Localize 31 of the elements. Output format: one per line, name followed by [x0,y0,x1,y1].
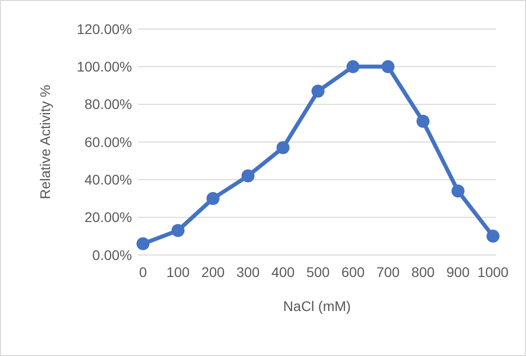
x-tick-label: 500 [306,264,330,280]
x-tick-label: 700 [376,264,400,280]
point [172,224,184,238]
x-tick-label: 900 [446,264,470,280]
point [486,230,500,243]
y-tick-label: 20.00% [84,209,132,226]
x-axis-title: NaCl (mM) [283,298,351,314]
point [346,60,360,74]
y-tick-label: 40.00% [84,172,132,188]
y-tick-label: 80.00% [84,96,132,112]
point [136,237,150,250]
point [382,60,394,74]
x-tick-label: 0 [139,264,148,280]
point [276,141,290,154]
y-tick-label: 0.00% [92,246,132,263]
x-tick-label: 800 [411,264,435,280]
point [312,84,324,98]
point [452,184,464,198]
x-tick-label: 300 [236,264,260,280]
x-tick-label: 100 [166,264,190,280]
y-tick-label: 120.00% [76,20,132,37]
y-tick-label: 60.00% [84,134,132,150]
point [242,169,254,182]
x-tick-label: 1000 [477,264,509,280]
y-tick-label: 100.00% [76,58,132,75]
x-tick-label: 400 [271,264,295,280]
point [416,114,430,128]
x-tick-label: 600 [341,264,365,280]
point [206,192,220,205]
x-tick-label: 200 [201,264,225,280]
y-axis-title: Relative Activity % [37,84,53,200]
